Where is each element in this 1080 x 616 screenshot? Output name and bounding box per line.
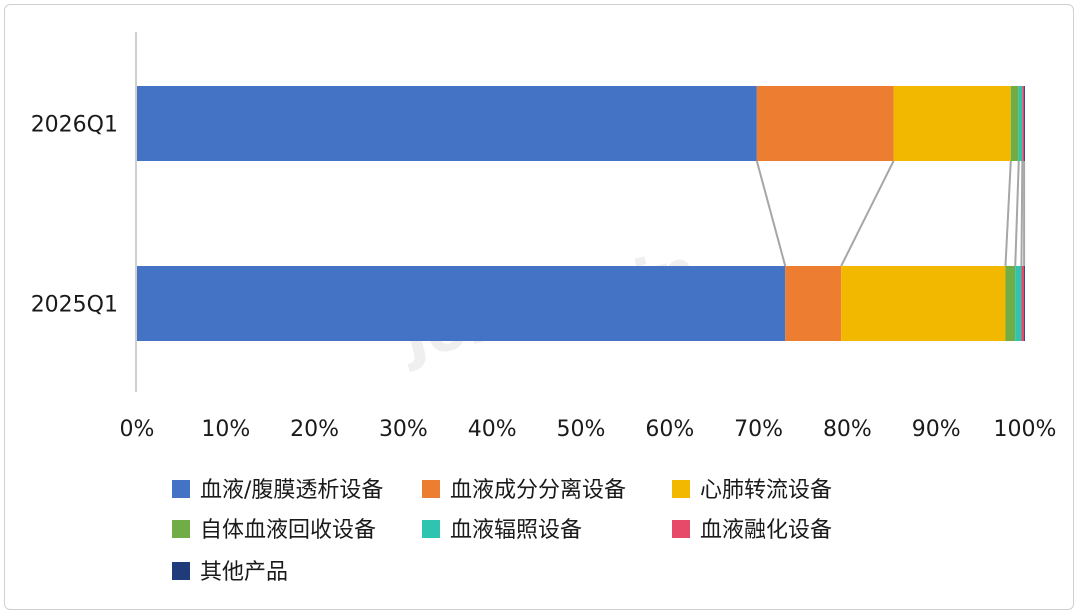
legend-label: 其他产品 bbox=[200, 560, 288, 585]
axis-layer: 0% 10% 20% 30% 40% 50% 60% 70% 80% 90% 100% 2026Q1 2… bbox=[31, 32, 1057, 442]
series-line bbox=[840, 160, 895, 267]
x-tick-label: 20% bbox=[290, 417, 339, 442]
series-line bbox=[755, 160, 787, 267]
category-label: 2026Q1 bbox=[31, 113, 118, 138]
x-tick-label: 100% bbox=[994, 417, 1057, 442]
x-tick-label: 60% bbox=[645, 417, 694, 442]
legend-item: 心肺转流设备 bbox=[672, 478, 832, 503]
legend-swatch bbox=[422, 480, 440, 498]
x-tick-label: 70% bbox=[734, 417, 783, 442]
legend-item: 血液辐照设备 bbox=[422, 518, 582, 543]
category-label: 2025Q1 bbox=[31, 293, 118, 318]
bar-segment bbox=[893, 86, 1011, 161]
series-line bbox=[1014, 160, 1020, 267]
bar-segment bbox=[1015, 266, 1022, 341]
legend-item: 血液/腹膜透析设备 bbox=[172, 478, 383, 503]
x-tick-label: 50% bbox=[557, 417, 606, 442]
bar-segment bbox=[137, 266, 786, 341]
legend-swatch bbox=[172, 520, 190, 538]
legend-swatch bbox=[422, 520, 440, 538]
bar-segment bbox=[1024, 266, 1025, 341]
bar-segment bbox=[841, 266, 1006, 341]
bar-segment bbox=[1010, 86, 1019, 161]
x-tick-label: 30% bbox=[379, 417, 428, 442]
bar-segment bbox=[756, 86, 894, 161]
legend-label: 血液辐照设备 bbox=[450, 518, 582, 543]
x-tick-label: 0% bbox=[120, 417, 155, 442]
x-tick-label: 40% bbox=[468, 417, 517, 442]
bar-segment bbox=[1021, 266, 1025, 341]
bar-segment bbox=[1024, 86, 1025, 161]
legend-label: 血液融化设备 bbox=[700, 518, 832, 543]
legend-swatch bbox=[172, 480, 190, 498]
legend-swatch bbox=[672, 480, 690, 498]
legend-label: 心肺转流设备 bbox=[700, 478, 832, 503]
bar-segment bbox=[137, 86, 757, 161]
legend-item: 血液成分分离设备 bbox=[422, 478, 626, 503]
bar-segment bbox=[1005, 266, 1016, 341]
legend-label: 血液/腹膜透析设备 bbox=[200, 478, 383, 503]
series-line bbox=[1004, 160, 1012, 267]
bar-segment bbox=[785, 266, 842, 341]
legend-swatch bbox=[172, 562, 190, 580]
x-tick-label: 10% bbox=[201, 417, 250, 442]
series-lines-layer bbox=[755, 160, 1026, 267]
bar-segment bbox=[1022, 86, 1025, 161]
series-line bbox=[1020, 160, 1024, 267]
legend-item: 血液融化设备 bbox=[672, 518, 832, 543]
legend-item: 其他产品 bbox=[172, 560, 288, 585]
legend-label: 血液成分分离设备 bbox=[450, 478, 626, 503]
x-tick-label: 90% bbox=[912, 417, 961, 442]
bars-layer bbox=[137, 86, 1025, 341]
legend-swatch bbox=[672, 520, 690, 538]
legend-item: 自体血液回收设备 bbox=[172, 518, 376, 543]
legend-label: 自体血液回收设备 bbox=[200, 518, 376, 543]
x-tick-label: 80% bbox=[823, 417, 872, 442]
bar-segment bbox=[1018, 86, 1023, 161]
